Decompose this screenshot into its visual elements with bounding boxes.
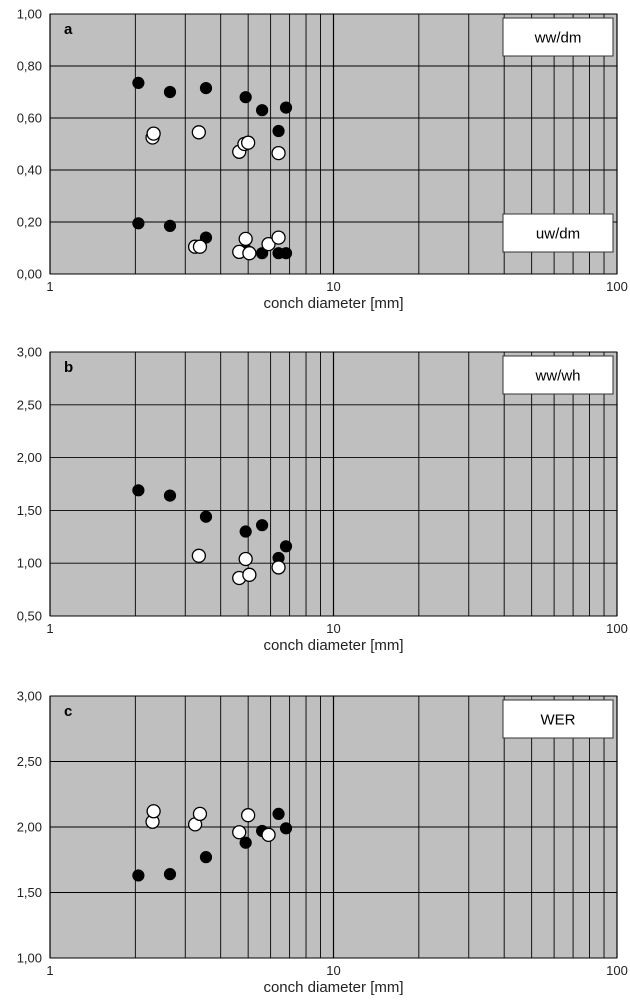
panel-label: b: [64, 359, 73, 376]
data-point-open: [192, 806, 208, 822]
data-point-open: [146, 126, 161, 141]
x-tick-label: 1: [46, 963, 53, 978]
data-point-filled: [163, 489, 177, 502]
data-point-open: [146, 804, 161, 819]
y-tick-label: 0,60: [17, 111, 42, 126]
y-tick-label: 2,00: [17, 820, 42, 835]
data-point-open: [238, 231, 253, 247]
y-tick-label: 1,00: [17, 556, 42, 571]
y-tick-label: 2,00: [17, 450, 42, 465]
y-tick-label: 3,00: [17, 689, 42, 704]
annotation-label: WER: [541, 712, 576, 729]
data-point-filled: [239, 91, 252, 104]
annotation-box: [502, 213, 614, 253]
annotation-label: uw/dm: [536, 226, 580, 243]
chart-panel-a: 0,00 0,20 0,40 0,60 0,80 1,00 1 10 100 conch diam…: [17, 7, 628, 313]
data-point-filled: [256, 247, 269, 260]
data-point-filled: [256, 104, 269, 117]
data-point-open: [191, 125, 207, 140]
y-tick-label: 0,40: [17, 163, 42, 178]
data-point-open: [242, 567, 257, 582]
data-point-open: [271, 230, 286, 245]
data-point-open: [192, 239, 208, 254]
x-tick-label: 10: [326, 279, 340, 294]
data-point-filled: [132, 869, 145, 882]
annotation-box: [502, 17, 614, 57]
y-tick-label: 0,20: [17, 215, 42, 230]
data-point-filled: [279, 247, 293, 260]
data-point-open: [191, 548, 207, 563]
y-tick-label: 3,00: [17, 345, 42, 360]
y-tick-label: 1,50: [17, 885, 42, 900]
data-point-open: [241, 135, 256, 150]
data-point-filled: [163, 868, 177, 881]
y-tick-label: 0,50: [17, 609, 42, 624]
x-tick-label: 100: [606, 279, 628, 294]
x-tick-label: 10: [326, 621, 340, 636]
y-tick-label: 1,50: [17, 503, 42, 518]
data-point-open: [242, 246, 257, 261]
y-tick-label: 2,50: [17, 754, 42, 769]
x-axis-label: conch diameter [mm]: [263, 979, 403, 996]
y-tick-label: 2,50: [17, 397, 42, 412]
x-axis-label: conch diameter [mm]: [263, 295, 403, 312]
data-point-open: [241, 808, 256, 823]
data-point-filled: [279, 101, 293, 114]
panel-label: a: [64, 21, 73, 38]
x-tick-label: 1: [46, 279, 53, 294]
data-point-filled: [272, 124, 285, 138]
data-point-filled: [163, 219, 177, 232]
data-point-filled: [199, 81, 213, 95]
data-point-filled: [279, 540, 293, 553]
x-tick-label: 1: [46, 621, 53, 636]
x-tick-label: 100: [606, 621, 628, 636]
data-point-filled: [239, 836, 252, 849]
data-point-filled: [199, 851, 213, 864]
chart-panel-c: 1,00 1,50 2,00 2,50 3,00 1 10 100 conch diameter…: [17, 689, 628, 997]
x-axis-label: conch diameter [mm]: [263, 637, 403, 654]
data-point-filled: [272, 807, 285, 821]
data-point-open: [232, 825, 247, 840]
annotation-box: [502, 699, 614, 739]
panel-label: c: [64, 703, 72, 720]
data-point-filled: [256, 519, 269, 532]
data-point-open: [271, 560, 286, 575]
y-tick-label: 1,00: [17, 951, 42, 966]
y-tick-label: 0,00: [17, 267, 42, 282]
data-point-open: [271, 145, 286, 161]
chart-panel-b: 0,50 1,00 1,50 2,00 2,50 3,00 1 10 100 conch diam…: [17, 345, 628, 655]
data-point-filled: [279, 822, 293, 835]
x-tick-label: 100: [606, 963, 628, 978]
data-point-open: [238, 551, 253, 567]
data-point-filled: [163, 85, 177, 99]
data-point-open: [261, 827, 276, 843]
data-point-filled: [239, 525, 252, 538]
annotation-label: ww/dm: [534, 30, 582, 47]
data-point-filled: [132, 217, 145, 230]
y-tick-label: 1,00: [17, 7, 42, 22]
data-point-open: [261, 236, 276, 252]
y-tick-label: 0,80: [17, 59, 42, 74]
annotation-box: [502, 355, 614, 395]
data-point-filled: [132, 484, 145, 497]
x-tick-label: 10: [326, 963, 340, 978]
data-point-filled: [132, 76, 145, 90]
annotation-label: ww/wh: [534, 368, 580, 385]
data-point-filled: [199, 510, 213, 523]
